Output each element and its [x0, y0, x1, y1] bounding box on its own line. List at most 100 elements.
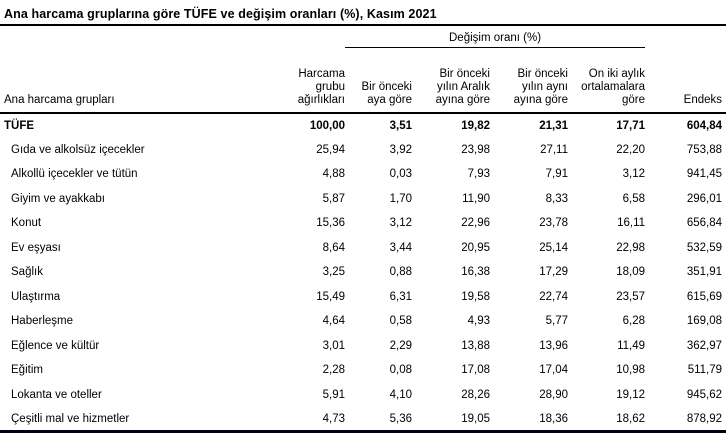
cell-value: 7,91	[545, 168, 568, 181]
cell-value: 22,98	[616, 241, 646, 254]
table-row: Eğlence ve kültür 3,01 2,29 13,88 13,96 11,49…	[0, 334, 726, 359]
cell-value: 13,88	[461, 339, 490, 352]
cell-value: 296,01	[686, 192, 723, 205]
cell-value: 10,98	[616, 364, 646, 377]
cell-value: 6,31	[389, 290, 412, 303]
cell-value: 16,11	[617, 217, 646, 230]
group-header-row: Değişim oranı (%)	[0, 26, 726, 48]
cell-value: 100,00	[309, 119, 345, 132]
cell-value: 511,79	[687, 364, 723, 377]
cell-value: 4,64	[322, 315, 345, 328]
cell-value: 753,88	[686, 143, 723, 156]
cell-value: 17,04	[539, 364, 568, 377]
row-label: Konut	[11, 217, 42, 230]
cell-value: 4,88	[322, 168, 345, 181]
cell-value: 19,82	[461, 119, 490, 132]
cell-value: 19,05	[461, 412, 490, 425]
row-label: Çeşitli mal ve hizmetler	[11, 412, 130, 425]
cell-value: 351,91	[686, 266, 723, 279]
row-label: Eğitim	[11, 364, 43, 377]
group-header-change-rate: Değişim oranı (%)	[345, 26, 646, 48]
cell-value: 169,08	[686, 315, 723, 328]
col-header-twelve-month-avg: On iki aylık ortalamalara göre	[568, 47, 646, 114]
group-header-spacer-left	[0, 26, 345, 47]
row-label: Ev eşyası	[11, 241, 61, 254]
cell-value: 4,10	[389, 388, 412, 401]
cell-value: 532,59	[686, 241, 723, 254]
cell-value: 21,31	[539, 119, 568, 132]
column-header-row: Ana harcama grupları Harcama grubu ağırl…	[0, 47, 726, 114]
cell-value: 7,93	[467, 168, 490, 181]
col-header-monthly: Bir önceki aya göre	[345, 47, 412, 114]
row-label: Sağlık	[11, 266, 43, 279]
cell-value: 5,91	[322, 388, 345, 401]
col-header-weights: Harcama grubu ağırlıkları	[276, 47, 345, 114]
row-label: Lokanta ve oteller	[11, 388, 102, 401]
cell-value: 5,77	[545, 315, 568, 328]
cell-value: 2,28	[322, 364, 345, 377]
row-label: Eğlence ve kültür	[11, 339, 100, 352]
cell-value: 19,58	[461, 290, 490, 303]
cell-value: 17,71	[616, 119, 646, 132]
cell-value: 22,20	[616, 143, 646, 156]
cell-value: 18,36	[539, 412, 568, 425]
cell-value: 362,97	[686, 339, 723, 352]
cell-value: 22,96	[461, 217, 490, 230]
row-label: TÜFE	[4, 119, 35, 132]
cell-value: 945,62	[686, 388, 723, 401]
cell-value: 604,84	[686, 119, 723, 132]
cell-value: 13,96	[539, 339, 568, 352]
cell-value: 23,57	[616, 290, 646, 303]
cell-value: 28,26	[461, 388, 490, 401]
col-header-since-december: Bir önceki yılın Aralık ayına göre	[412, 47, 490, 114]
cell-value: 3,12	[622, 168, 646, 181]
table-row: Ev eşyası 8,64 3,44 20,95 25,14 22,98 532,59	[0, 236, 726, 261]
cell-value: 17,29	[539, 266, 568, 279]
cell-value: 23,98	[461, 143, 490, 156]
cell-value: 6,58	[622, 192, 646, 205]
cell-value: 11,49	[617, 339, 646, 352]
table-body: TÜFE 100,00 3,51 19,82 21,31 17,71 604,84 Gıda …	[0, 113, 726, 432]
cell-value: 19,12	[616, 388, 646, 401]
table-row: Konut 15,36 3,12 22,96 23,78 16,11 656,84	[0, 211, 726, 236]
table-row: Çeşitli mal ve hizmetler 4,73 5,36 19,05 18,…	[0, 407, 726, 432]
cell-value: 6,28	[622, 315, 646, 328]
cell-value: 5,87	[322, 192, 345, 205]
cell-value: 15,36	[316, 217, 345, 230]
page-title: Ana harcama gruplarına göre TÜFE ve deği…	[0, 0, 726, 26]
cell-value: 11,90	[462, 192, 490, 205]
cell-value: 615,69	[686, 290, 723, 303]
cell-value: 3,44	[389, 241, 412, 254]
table-row: Haberleşme 4,64 0,58 4,93 5,77 6,28 169,08	[0, 309, 726, 334]
cell-value: 17,08	[461, 364, 490, 377]
cell-value: 941,45	[686, 168, 723, 181]
cell-value: 8,64	[322, 241, 345, 254]
cell-value: 8,33	[545, 192, 568, 205]
group-header-spacer-right	[645, 26, 726, 47]
row-label: Haberleşme	[11, 315, 73, 328]
cell-value: 3,12	[389, 217, 412, 230]
row-label: Ulaştırma	[11, 290, 61, 303]
table-row: Eğitim 2,28 0,08 17,08 17,04 10,98 511,79	[0, 358, 726, 383]
cell-value: 0,03	[389, 168, 412, 181]
col-header-main-groups: Ana harcama grupları	[0, 47, 276, 114]
cell-value: 15,49	[316, 290, 345, 303]
cell-value: 22,74	[539, 290, 568, 303]
col-header-index: Endeks	[645, 47, 726, 114]
cell-value: 2,29	[389, 339, 412, 352]
table-row: Alkollü içecekler ve tütün 4,88 0,03 7,93 7,…	[0, 162, 726, 187]
cell-value: 3,01	[322, 339, 345, 352]
cell-value: 25,14	[539, 241, 568, 254]
table-row: Sağlık 3,25 0,88 16,38 17,29 18,09 351,91	[0, 260, 726, 285]
cell-value: 5,36	[389, 412, 412, 425]
cell-value: 28,90	[539, 388, 568, 401]
cell-value: 3,51	[389, 119, 412, 132]
table-row: Giyim ve ayakkabı 5,87 1,70 11,90 8,33 6,58 29…	[0, 187, 726, 212]
cell-value: 27,11	[540, 143, 568, 156]
cell-value: 23,78	[539, 217, 568, 230]
cell-value: 18,62	[616, 412, 646, 425]
table-row: Lokanta ve oteller 5,91 4,10 28,26 28,90 19,1…	[0, 383, 726, 408]
cell-value: 656,84	[686, 217, 723, 230]
cell-value: 0,58	[389, 315, 412, 328]
